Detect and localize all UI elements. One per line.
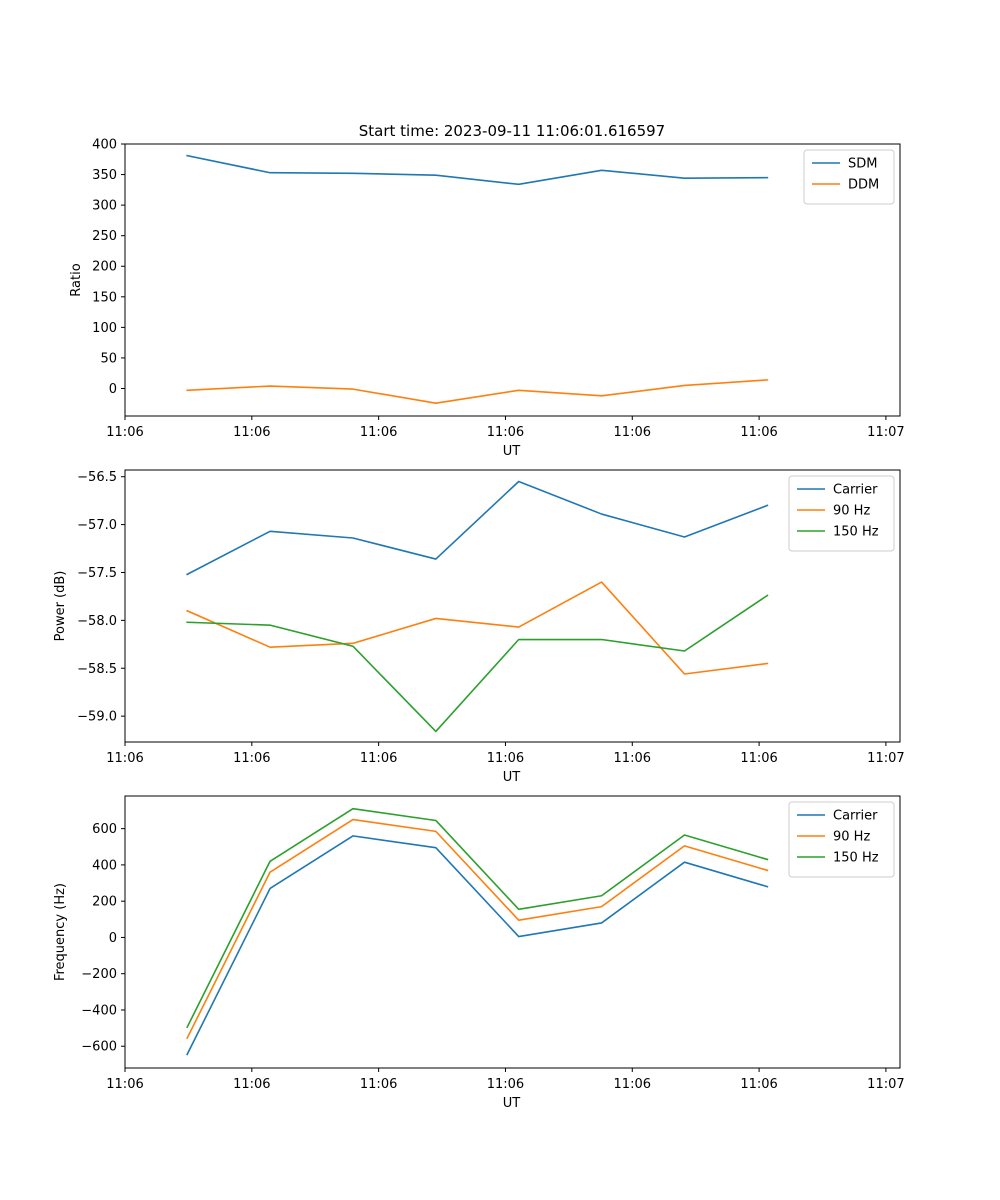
x-axis-label: UT [503,1096,521,1111]
y-axis: 0 50 100 150 200 250 300 350 400 [92,138,125,397]
y-tick-label: 50 [100,351,117,366]
y-tick-label: −56.5 [77,470,117,485]
y-tick-label: −200 [81,967,117,982]
x-axis: 11:06 11:06 11:06 11:06 11:06 11:06 11:07 [106,416,904,440]
y-tick-label: 350 [92,168,117,183]
legend-label: 90 Hz [833,830,870,845]
x-tick-label: 11:06 [360,425,397,440]
y-tick-label: −57.0 [77,518,117,533]
legend: Carrier 90 Hz 150 Hz [789,476,894,551]
y-tick-label: −57.5 [77,566,117,581]
x-tick-label: 11:06 [614,1077,651,1092]
x-tick-label: 11:06 [233,751,270,766]
x-tick-label: 11:06 [233,1077,270,1092]
y-tick-label: 200 [92,260,117,275]
legend: SDM DDM [804,150,894,204]
legend-label: Carrier [833,483,878,498]
legend: Carrier 90 Hz 150 Hz [789,802,894,877]
y-tick-label: 600 [92,822,117,837]
y-tick-label: −59.0 [77,710,117,725]
chart-title: Start time: 2023-09-11 11:06:01.616597 [359,122,665,140]
y-tick-label: −400 [81,1003,117,1018]
y-tick-label: −58.0 [77,614,117,629]
y-tick-label: 0 [109,931,117,946]
legend-label: Carrier [833,809,878,824]
y-tick-label: −58.5 [77,662,117,677]
x-axis-label: UT [503,444,521,459]
x-axis-label: UT [503,770,521,785]
x-tick-label: 11:06 [487,1077,524,1092]
y-tick-label: 300 [92,199,117,214]
x-tick-label: 11:07 [867,751,904,766]
y-tick-label: 100 [92,321,117,336]
legend-label: DDM [848,178,879,193]
y-tick-label: 150 [92,290,117,305]
plot-area [125,796,900,1068]
y-axis-label: Power (dB) [53,571,68,642]
y-axis-label: Ratio [69,263,84,296]
y-tick-label: 400 [92,138,117,153]
panel-2: 11:06 11:06 11:06 11:06 11:06 11:06 11:07 UT −59… [53,470,905,785]
panels: 11:06 11:06 11:06 11:06 11:06 11:06 11:07 UT 0 50… [53,138,905,1112]
y-tick-label: 250 [92,229,117,244]
x-tick-label: 11:06 [106,751,143,766]
y-axis: −59.0 −58.5 −58.0 −57.5 −57.0 −56.5 [77,470,125,724]
figure: Start time: 2023-09-11 11:06:01.616597 1… [0,0,1000,1200]
legend-label: 150 Hz [833,851,879,866]
y-tick-label: −600 [81,1040,117,1055]
x-tick-label: 11:06 [740,751,777,766]
plot-area [125,470,900,742]
x-tick-label: 11:06 [614,751,651,766]
x-tick-label: 11:06 [614,425,651,440]
x-tick-label: 11:06 [360,751,397,766]
x-tick-label: 11:06 [233,425,270,440]
x-tick-label: 11:06 [487,425,524,440]
x-tick-label: 11:06 [106,425,143,440]
x-tick-label: 11:07 [867,425,904,440]
legend-label: 150 Hz [833,525,879,540]
x-axis: 11:06 11:06 11:06 11:06 11:06 11:06 11:07 [106,742,904,766]
legend-label: 90 Hz [833,504,870,519]
x-tick-label: 11:07 [867,1077,904,1092]
y-tick-label: 0 [109,382,117,397]
x-tick-label: 11:06 [360,1077,397,1092]
plot-area [125,144,900,416]
legend-label: SDM [848,157,877,172]
y-tick-label: 200 [92,895,117,910]
x-tick-label: 11:06 [106,1077,143,1092]
panel-3: 11:06 11:06 11:06 11:06 11:06 11:06 11:07 UT −60… [53,796,905,1111]
y-axis: −600 −400 −200 0 200 400 600 [81,822,125,1055]
panel-1: 11:06 11:06 11:06 11:06 11:06 11:06 11:07 UT 0 50… [69,138,905,460]
x-tick-label: 11:06 [740,425,777,440]
y-tick-label: 400 [92,858,117,873]
x-axis: 11:06 11:06 11:06 11:06 11:06 11:06 11:07 [106,1068,904,1092]
x-tick-label: 11:06 [487,751,524,766]
x-tick-label: 11:06 [740,1077,777,1092]
y-axis-label: Frequency (Hz) [53,883,68,981]
